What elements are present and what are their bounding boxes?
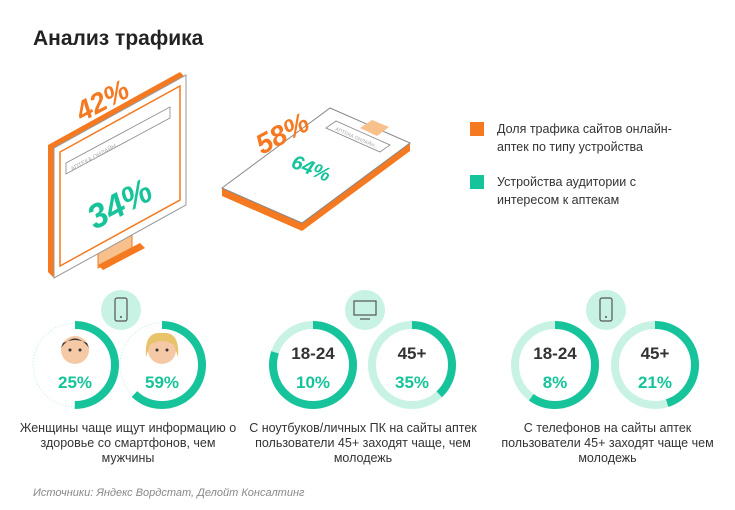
devices-illustration: АПТЕКА ОНЛАЙН... 34% 42% АПТЕКА ОНЛАЙН..… (48, 72, 411, 279)
donut-value: 10% (296, 373, 330, 392)
donut-arc (269, 321, 357, 409)
donut-arc (118, 321, 206, 409)
eye (165, 348, 169, 352)
donut-chart: 18-24 10% (269, 321, 357, 409)
donut-arc (368, 321, 456, 409)
legend-item-audience: Устройства аудитории с интересом к аптек… (470, 173, 657, 209)
donut-value: 59% (145, 373, 179, 392)
face (148, 336, 176, 364)
phone-illustration: АПТЕКА ОНЛАЙН... 64% 58% (221, 107, 411, 231)
phone-body (114, 297, 128, 322)
phone-button (605, 316, 607, 318)
page-title: Анализ трафика (33, 27, 204, 50)
group-caption: С ноутбуков/личных ПК на сайты аптек пол… (249, 421, 477, 465)
icon-bubble (586, 290, 626, 330)
phone-body (599, 297, 613, 322)
donut-chart: 45+ 21% (611, 321, 699, 409)
eye (78, 348, 82, 352)
group-caption: С телефонов на сайты аптек пользователи … (501, 421, 714, 465)
eye (155, 348, 159, 352)
donut-value: 21% (638, 373, 672, 392)
monitor-icon (353, 300, 377, 320)
donut-chart: 45+ 35% (368, 321, 456, 409)
monitor-screen (353, 300, 377, 316)
legend-label: Доля трафика сайтов онлайн-аптек по типу… (497, 122, 672, 154)
donut-arc (511, 321, 599, 409)
donut-value: 25% (58, 373, 92, 392)
donut-label: 18-24 (533, 344, 577, 363)
hair (61, 338, 89, 348)
monitor-illustration: АПТЕКА ОНЛАЙН... 34% 42% (48, 72, 187, 279)
donut-chart: 18-24 8% (511, 321, 599, 409)
eye (68, 348, 72, 352)
donut-charts: 25% 59% 18-24 10% 45+ 35% 18-24 8% 45+ 21% (31, 290, 699, 409)
woman-emoji-icon (145, 332, 179, 364)
donut-arc (611, 321, 699, 409)
donut-label: 45+ (641, 344, 670, 363)
donut-chart: 25% (31, 321, 119, 409)
legend-swatch-orange (470, 122, 484, 136)
phone-button (120, 316, 122, 318)
donut-chart: 59% (118, 321, 206, 409)
legend-label: Устройства аудитории с интересом к аптек… (497, 175, 636, 207)
legend-swatch-teal (470, 175, 484, 189)
donut-arc (31, 321, 119, 409)
source-note: Источники: Яндекс Вордстат, Делойт Конса… (33, 487, 305, 499)
face (61, 336, 89, 364)
donut-label: 45+ (398, 344, 427, 363)
hair (145, 332, 179, 357)
donut-label: 18-24 (291, 344, 335, 363)
smartphone-icon (114, 297, 128, 322)
icon-bubble (101, 290, 141, 330)
donut-value: 35% (395, 373, 429, 392)
group-caption: Женщины чаще ищут информацию о здоровье … (19, 421, 237, 465)
donut-value: 8% (543, 373, 568, 392)
man-emoji-icon (61, 336, 89, 364)
smartphone-icon (599, 297, 613, 322)
legend-item-traffic: Доля трафика сайтов онлайн-аптек по типу… (470, 120, 697, 156)
icon-bubble (345, 290, 385, 330)
